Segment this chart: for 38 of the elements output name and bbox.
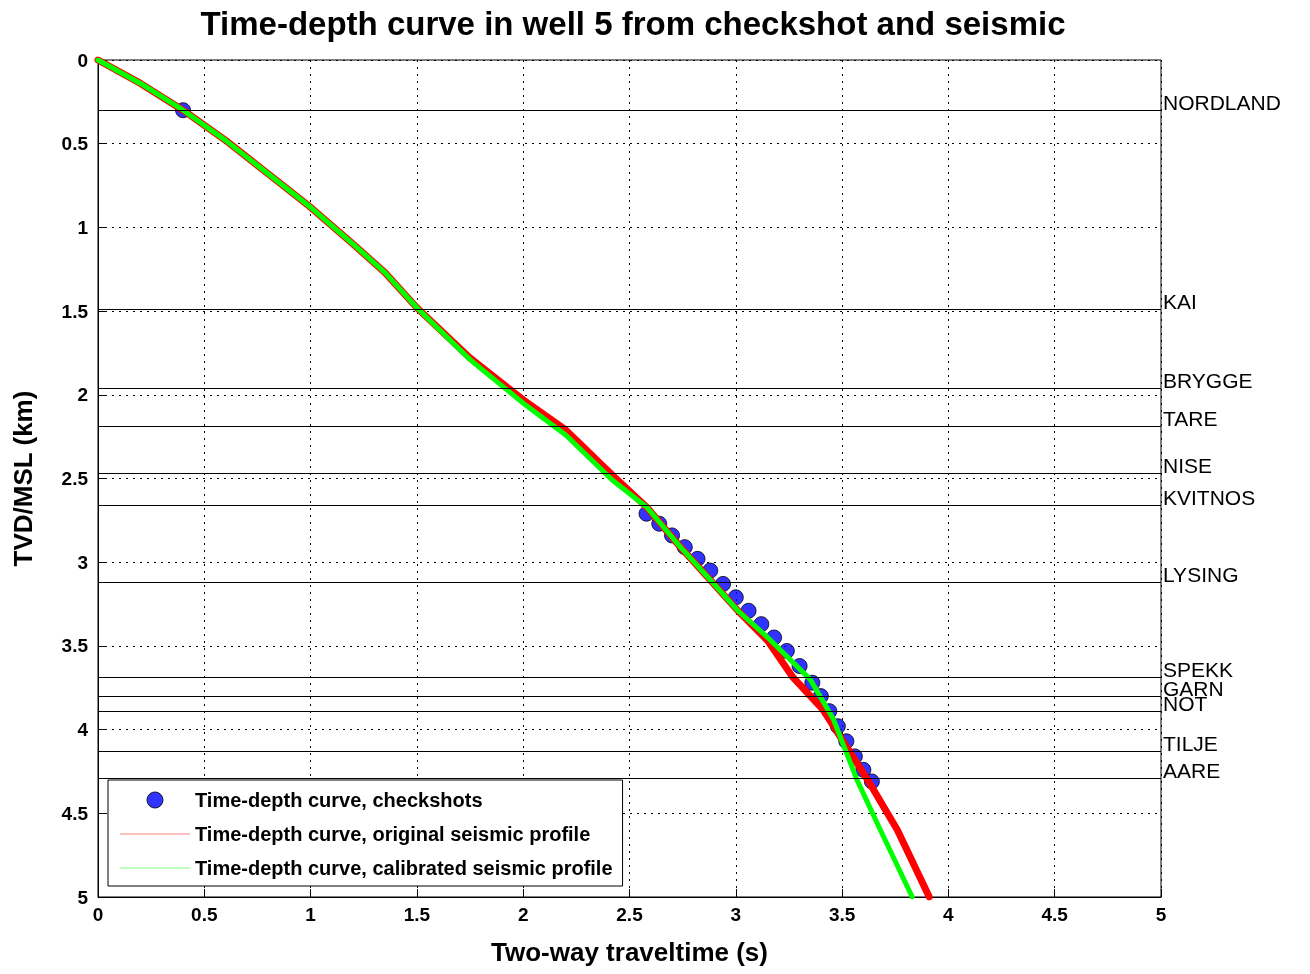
ref-line-label: BRYGGE xyxy=(1163,368,1253,392)
legend-label: Time-depth curve, checkshots xyxy=(195,789,483,811)
y-tick-label: 0.5 xyxy=(61,133,89,155)
x-tick-label: 3 xyxy=(730,904,742,925)
ref-line-label: TARE xyxy=(1163,407,1218,431)
y-tick-label: 3.5 xyxy=(61,635,89,657)
ref-line-label: KVITNOS xyxy=(1163,485,1256,509)
ref-line-label: KAI xyxy=(1163,289,1197,313)
y-tick-label: 4 xyxy=(77,719,89,741)
legend-label: Time-depth curve, calibrated seismic profile xyxy=(195,857,613,879)
x-tick-label: 3.5 xyxy=(828,904,856,925)
y-tick-label: 0 xyxy=(77,49,88,71)
ref-line-label: AARE xyxy=(1163,758,1221,782)
y-tick-label: 4.5 xyxy=(61,802,89,824)
y-axis-title: TVD/MSL (km) xyxy=(8,390,38,567)
x-tick-label: 1.5 xyxy=(403,904,431,925)
ref-line-label: SPEKK xyxy=(1163,658,1234,682)
x-axis-title: Two-way traveltime (s) xyxy=(491,937,768,967)
x-tick-label: 0.5 xyxy=(191,904,218,925)
x-tick-label: 2 xyxy=(517,904,529,925)
y-tick-label: 1.5 xyxy=(61,300,89,322)
x-tick-label: 4.5 xyxy=(1041,904,1069,925)
ref-line-label: NORDLAND xyxy=(1163,90,1281,114)
y-tick-label: 5 xyxy=(77,886,89,908)
y-tick-label: 2 xyxy=(77,384,88,406)
ref-line-label: TILJE xyxy=(1163,731,1218,755)
legend-label: Time-depth curve, original seismic profile xyxy=(195,823,591,845)
chart-title: Time-depth curve in well 5 from checkshot and seismic xyxy=(200,5,1066,42)
x-tick-label: 5 xyxy=(1155,904,1167,925)
y-tick-label: 2.5 xyxy=(61,468,89,489)
ref-line-label: LYSING xyxy=(1163,562,1239,586)
x-tick-label: 1 xyxy=(305,904,317,925)
y-tick-label: 3 xyxy=(77,551,88,573)
x-tick-label: 0 xyxy=(92,904,104,925)
ref-line-label: NISE xyxy=(1163,453,1213,477)
x-tick-label: 4 xyxy=(943,904,955,925)
x-tick-label: 2.5 xyxy=(616,904,644,925)
y-tick-label: 1 xyxy=(77,216,89,238)
